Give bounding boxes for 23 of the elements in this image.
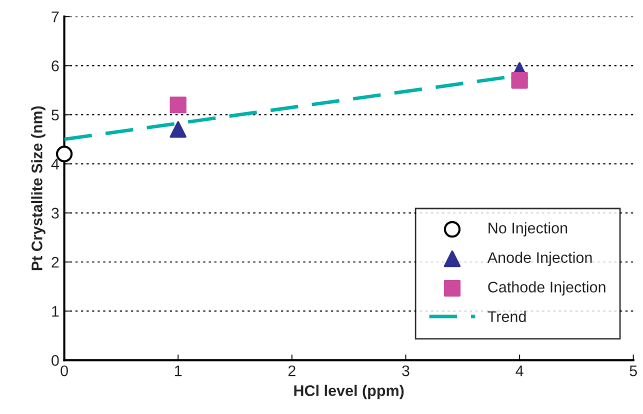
point [170,121,186,138]
x-tick-label: 3 [402,365,410,376]
y-tick-label: 0 [52,355,59,366]
point [170,96,186,114]
x-tick-label: 2 [288,365,296,376]
y-tick-label: 7 [52,12,59,22]
x-axis-title: HCl level (ppm) [294,384,404,400]
x-tick-label: 0 [60,365,68,376]
y-tick-label: 2 [52,256,59,268]
y-tick-label: 1 [52,306,59,317]
y-axis-title: Pt Crystallite Size (nm) [31,106,46,270]
y-tick-label: 3 [52,208,59,219]
legend-label: No Injection [488,222,568,236]
x-tick-label: 4 [516,366,524,376]
x-tick-label: 5 [630,366,637,376]
y-tick-label: 6 [52,60,59,72]
y-tick-label: 4 [51,158,59,170]
point [511,72,528,89]
legend-label: Trend [488,310,526,322]
legend-label: Cathode Injection [488,281,606,296]
legend-label: Anode Injection [487,252,592,266]
y-tick-label: 5 [52,110,59,120]
x-tick-label: 1 [175,366,182,376]
